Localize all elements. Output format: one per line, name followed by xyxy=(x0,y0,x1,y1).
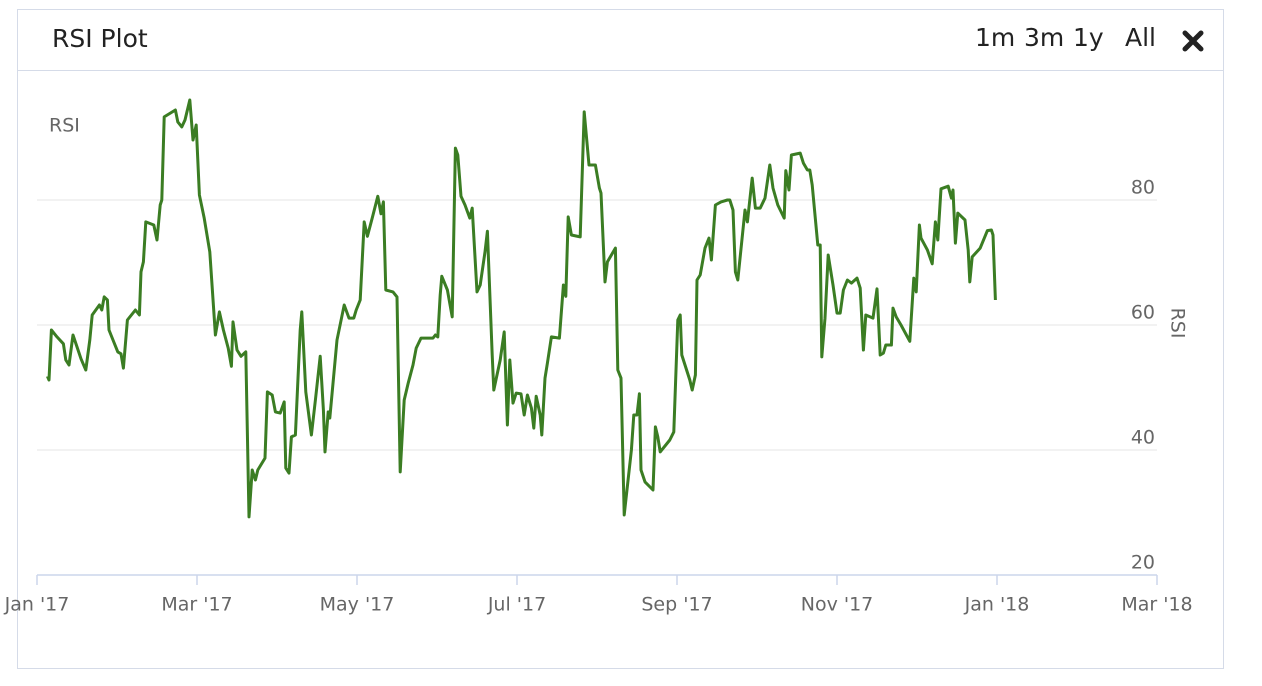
rsi-line xyxy=(46,98,997,519)
range-button[interactable]: 1y xyxy=(1073,23,1104,52)
x-tick-label: Jan '18 xyxy=(964,594,1030,616)
close-button[interactable] xyxy=(1182,30,1204,52)
y-tick-label: 20 xyxy=(1131,552,1155,574)
x-tick-label: Sep '17 xyxy=(641,594,712,616)
x-tick-label: Nov '17 xyxy=(801,594,874,616)
x-tick-label: May '17 xyxy=(320,594,395,616)
x-tick-label: Jan '17 xyxy=(4,594,70,616)
x-tick-label: Mar '18 xyxy=(1121,594,1192,616)
x-tick-label: Mar '17 xyxy=(161,594,232,616)
panel: RSI Plot 1m 3m 1y All xyxy=(17,9,1224,669)
range-button[interactable]: 1m xyxy=(975,23,1016,52)
series-label: RSI xyxy=(49,115,80,137)
y-tick-label: 60 xyxy=(1131,302,1155,324)
y-tick-label: 40 xyxy=(1131,427,1155,449)
range-button[interactable]: All xyxy=(1125,23,1156,52)
x-tick-label: Jul '17 xyxy=(487,594,546,616)
panel-header: RSI Plot 1m 3m 1y All xyxy=(18,10,1223,71)
y-axis-title: RSI xyxy=(1167,308,1189,339)
y-tick-label: 80 xyxy=(1131,177,1155,199)
range-button[interactable]: 3m xyxy=(1024,23,1065,52)
panel-title: RSI Plot xyxy=(52,24,148,53)
close-icon[interactable] xyxy=(1182,30,1204,52)
